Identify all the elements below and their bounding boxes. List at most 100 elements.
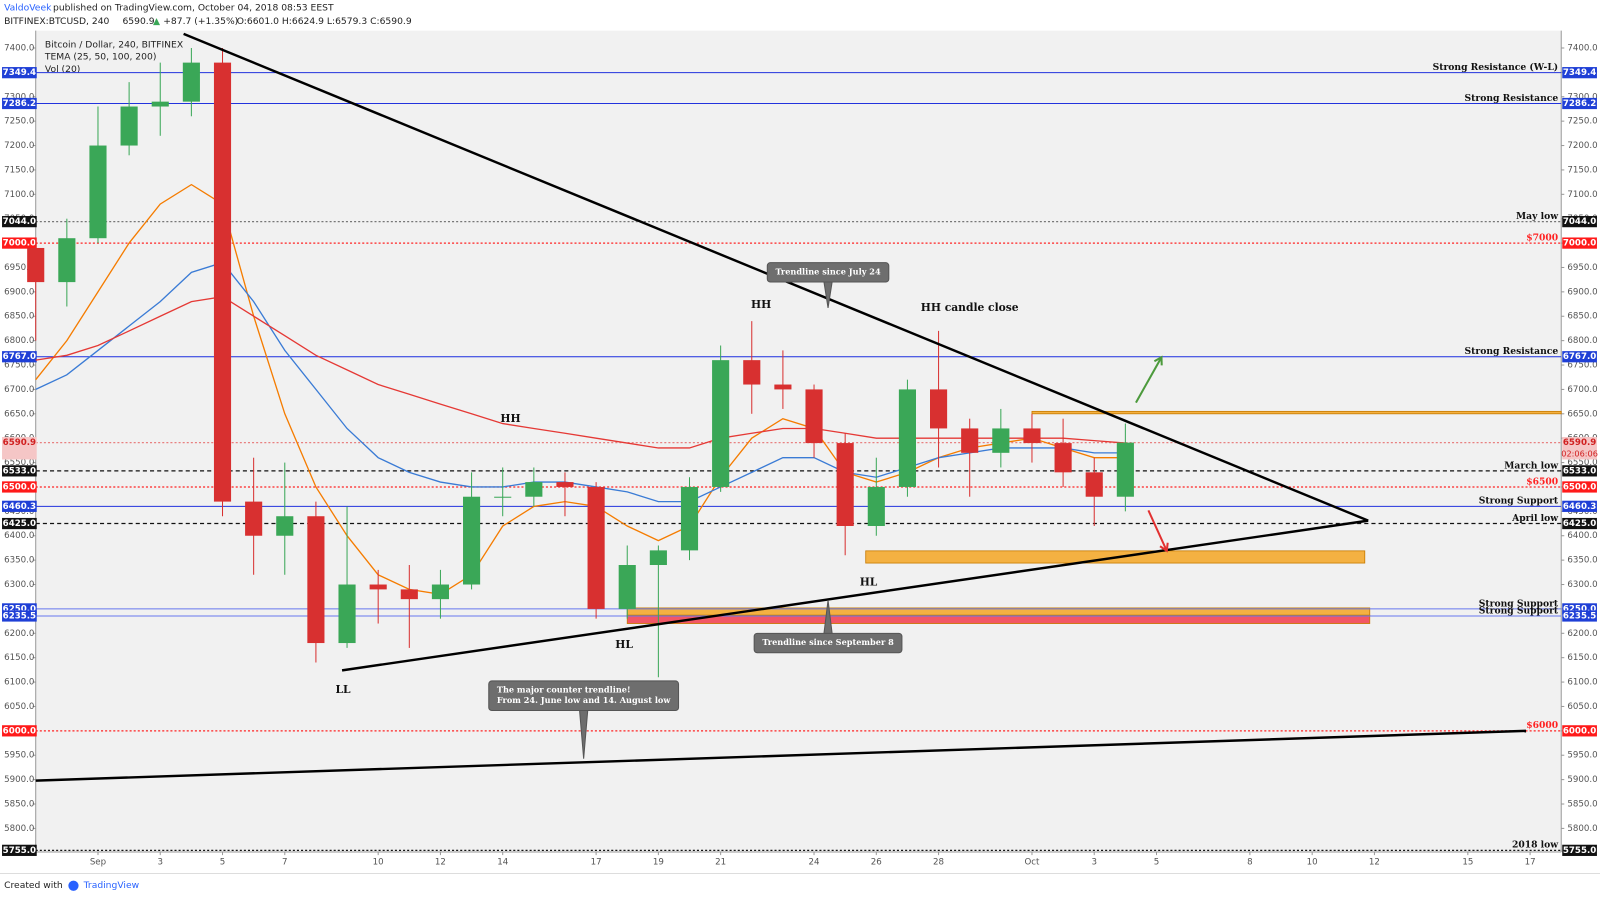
y-tick-label: 7300.0 (4, 92, 34, 102)
y-tick-label: 6350.0 (1567, 556, 1597, 566)
y-tick-label: 5850.0 (4, 800, 34, 810)
callout-text: Trendline since September 8 (762, 637, 894, 647)
level-price-box (1562, 437, 1597, 460)
candle-body (400, 589, 418, 600)
level-price-label: 7349.4 (1563, 68, 1596, 78)
y-tick-label: 5850.0 (1567, 800, 1597, 810)
candle-body (898, 389, 916, 487)
candle-body (1023, 428, 1041, 444)
y-tick-label: 6050.0 (1567, 702, 1597, 712)
y-tick-label: 7250.0 (1567, 117, 1597, 127)
level-note: Strong Support (1479, 496, 1559, 507)
y-tick-label: 6850.0 (4, 312, 34, 322)
level-price-label: 6767.0 (1563, 352, 1596, 362)
y-tick-label: 6800.0 (4, 336, 34, 346)
level-price-box (1562, 465, 1597, 477)
arrow-head (1153, 355, 1163, 366)
y-tick-label: 6100.0 (1567, 678, 1597, 688)
plot-background (35, 30, 1562, 853)
level-note: 2018 low (1512, 840, 1559, 851)
level-price-box (2, 97, 37, 110)
author[interactable]: ValdoVeek (4, 3, 52, 14)
x-tick-label: 21 (715, 858, 726, 868)
y-tick-label: 5800.0 (4, 824, 34, 834)
y-tick-label: 7100.0 (4, 190, 34, 200)
level-note: Strong Resistance (W-L) (1433, 62, 1559, 73)
candle-body (930, 389, 948, 429)
callout-text: Trendline since July 24 (775, 266, 881, 276)
y-tick-label: 6700.0 (1567, 385, 1597, 395)
level-price-box (2, 437, 37, 460)
level-note: Strong Resistance (1465, 93, 1559, 104)
y-tick-label: 5800.0 (1567, 824, 1597, 834)
footer-brand[interactable]: TradingView (83, 880, 140, 891)
y-tick-label: 6750.0 (4, 361, 34, 371)
y-tick-label: 6850.0 (1567, 312, 1597, 322)
level-price-label: 6500.0 (3, 482, 36, 492)
x-tick-label: 12 (1369, 858, 1380, 868)
y-tick-label: 6200.0 (1567, 629, 1597, 639)
y-tick-label: 7100.0 (1567, 190, 1597, 200)
y-tick-label: 6750.0 (1567, 361, 1597, 371)
trendline (341, 519, 1369, 672)
level-price-label: 7000.0 (3, 239, 36, 249)
callout-text: From 24. June low and 14. August low (497, 695, 671, 705)
level-price-label: 6533.0 (3, 466, 36, 476)
level-price-box (1562, 725, 1597, 737)
level-note: March low (1504, 460, 1559, 471)
y-tick-label: 5900.0 (1567, 775, 1597, 785)
level-price-box (2, 237, 37, 249)
level-price-label: 5755.0 (1563, 846, 1596, 856)
level-price-label: 7000.0 (1563, 239, 1596, 249)
y-tick-label: 7200.0 (4, 141, 34, 151)
y-tick-label: 7400.0 (1567, 43, 1597, 53)
level-price-box (2, 481, 37, 493)
y-tick-label: 6550.0 (1567, 458, 1597, 468)
level-price-box (1562, 500, 1597, 512)
x-tick-label: 10 (373, 858, 384, 868)
x-tick-label: 5 (1154, 858, 1160, 868)
level-price-label: 7286.2 (1563, 99, 1596, 109)
y-tick-label: 5900.0 (4, 775, 34, 785)
candle-body (369, 584, 387, 590)
x-tick-label: 24 (809, 858, 821, 868)
level-note: May low (1516, 211, 1559, 222)
x-tick-label: 10 (1307, 858, 1318, 868)
symbol: BITFINEX:BTCUSD, 240 (4, 16, 109, 27)
candle-body (182, 62, 200, 102)
candle-body (151, 101, 169, 107)
level-price-box (2, 67, 37, 79)
level-price-label: 6590.9 (3, 438, 36, 448)
y-tick-label: 6900.0 (1567, 287, 1597, 297)
level-price-box (1562, 97, 1597, 110)
chart-title: Bitcoin / Dollar, 240, BITFINEX (45, 39, 183, 50)
x-tick-label: 19 (653, 858, 664, 868)
candle-body (307, 516, 325, 644)
level-price-box (2, 517, 37, 530)
y-tick-label: 7250.0 (4, 117, 34, 127)
x-tick-label: 28 (933, 858, 944, 868)
level-price-label: 6590.9 (1563, 438, 1596, 448)
y-tick-label: 6350.0 (4, 556, 34, 566)
x-tick-label: 15 (1462, 858, 1473, 868)
ohlc: O:6601.0 H:6624.9 L:6579.3 C:6590.9 (237, 16, 412, 27)
x-tick-label: 26 (871, 858, 882, 868)
annotation: HH candle close (921, 301, 1019, 314)
level-note: Strong Support (1479, 605, 1559, 616)
level-price-box (1562, 844, 1597, 856)
level-price-box (1562, 517, 1597, 530)
level-note: $7000 (1526, 232, 1558, 243)
level-price-label: 6235.5 (3, 611, 36, 621)
candle-body (431, 584, 450, 600)
candle-body (494, 496, 512, 498)
level-note: $6000 (1526, 720, 1558, 731)
candle-body (338, 584, 356, 644)
level-price-label: 7044.0 (1563, 217, 1596, 227)
level-price-label: 6767.0 (3, 352, 36, 362)
candle-body (27, 247, 45, 283)
candle-body (525, 482, 543, 497)
y-tick-label: 7300.0 (1567, 92, 1597, 102)
level-price-label: 7349.4 (3, 68, 36, 78)
y-tick-label: 6400.0 (4, 531, 34, 541)
